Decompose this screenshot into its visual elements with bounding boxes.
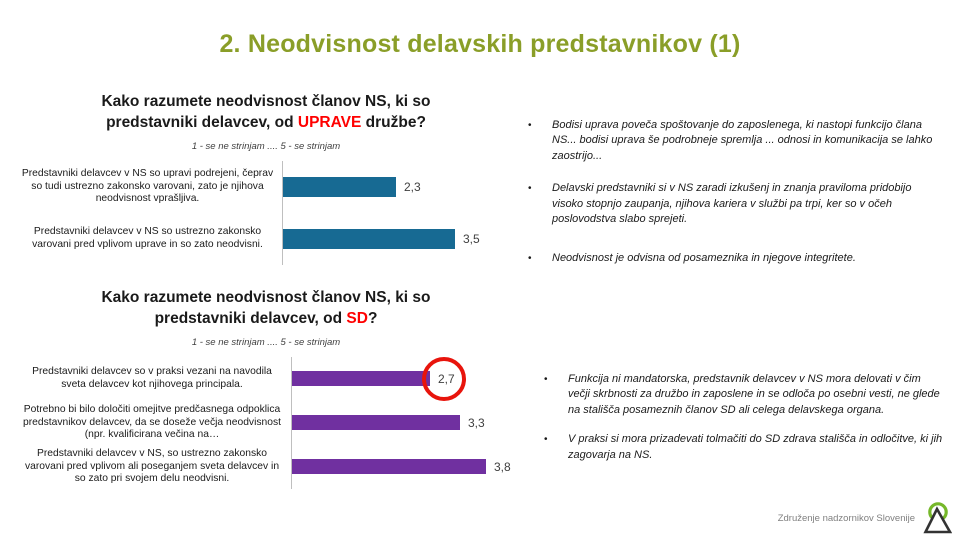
chart-uprave-heading: Kako razumete neodvisnost članov NS, ki …	[20, 92, 512, 134]
footer-org-name: Združenje nadzornikov Slovenije	[777, 512, 915, 524]
bar-row: Predstavniki delavcev v NS so ustrezno z…	[20, 212, 512, 265]
bullet-item: • Delavski predstavniki si v NS zaradi i…	[528, 181, 943, 227]
bar	[283, 228, 455, 249]
chart-sd-scale-note: 1 - se ne strinjam .... 5 - se strinjam	[191, 336, 341, 348]
bar-value-label: 2,3	[404, 179, 421, 194]
bullet-text: Neodvisnost je odvisna od posameznika in…	[552, 252, 856, 265]
bullet-marker: •	[528, 120, 532, 131]
bullet-item: • V praksi si mora prizadevati tolmačiti…	[544, 432, 944, 463]
chart-sd-heading-line1: Kako razumete neodvisnost članov NS, ki …	[101, 289, 431, 306]
category-label: Potrebno bi bilo določiti omejitve predč…	[23, 404, 281, 441]
chart-sd-plot: Predstavniki delavcev so v praksi vezani…	[20, 356, 512, 489]
zns-logo-icon	[923, 502, 952, 534]
category-label: Predstavniki delavcev v NS, so ustrezno …	[24, 448, 280, 485]
bar	[292, 415, 460, 431]
category-label: Predstavniki delavcev v NS so upravi pod…	[21, 168, 274, 205]
bullet-marker: •	[544, 374, 548, 385]
bullet-text: Bodisi uprava poveča spoštovanje do zapo…	[552, 119, 933, 162]
bar-row: Predstavniki delavcev v NS, so ustrezno …	[20, 444, 512, 489]
bullet-item: • Neodvisnost je odvisna od posameznika …	[528, 251, 943, 266]
category-label: Predstavniki delavcev v NS so ustrezno z…	[32, 226, 263, 250]
red-circle-annotation	[422, 356, 466, 401]
chart-uprave: Kako razumete neodvisnost članov NS, ki …	[20, 92, 512, 265]
heading-highlight-sd: SD	[346, 309, 368, 327]
bullet-text: Funkcija ni mandatorska, predstavnik del…	[568, 373, 940, 416]
chart-sd-heading: Kako razumete neodvisnost članov NS, ki …	[20, 288, 512, 330]
commentary-sd: • Funkcija ni mandatorska, predstavnik d…	[544, 372, 944, 477]
bar	[283, 176, 396, 197]
commentary-uprave: • Bodisi uprava poveča spoštovanje do za…	[528, 118, 943, 284]
bullet-text: V praksi si mora prizadevati tolmačiti d…	[568, 433, 943, 461]
bar-value-label: 3,8	[494, 459, 511, 474]
footer: Združenje nadzornikov Slovenije	[778, 501, 952, 535]
bar-row: Predstavniki delavcev v NS so upravi pod…	[20, 160, 512, 213]
bullet-item: • Bodisi uprava poveča spoštovanje do za…	[528, 118, 943, 164]
bullet-item: • Funkcija ni mandatorska, predstavnik d…	[544, 372, 944, 418]
bar-value-label: 3,5	[463, 231, 480, 246]
chart-sd: Kako razumete neodvisnost članov NS, ki …	[20, 288, 512, 489]
bar-row: Potrebno bi bilo določiti omejitve predč…	[20, 400, 512, 445]
bullet-text: Delavski predstavniki si v NS zaradi izk…	[552, 182, 912, 225]
bullet-marker: •	[544, 434, 548, 446]
heading-highlight-uprave: UPRAVE	[297, 113, 362, 131]
chart-uprave-heading-line2: predstavniki delavcev, od UPRAVE družbe?	[106, 113, 426, 131]
chart-uprave-heading-line1: Kako razumete neodvisnost članov NS, ki …	[101, 93, 431, 110]
chart-sd-heading-line2: predstavniki delavcev, od SD?	[154, 309, 378, 327]
bullet-marker: •	[528, 253, 532, 265]
category-label: Predstavniki delavcev so v praksi vezani…	[32, 366, 272, 390]
chart-uprave-scale-note: 1 - se ne strinjam .... 5 - se strinjam	[191, 140, 341, 152]
bar	[292, 459, 486, 475]
bullet-marker: •	[528, 183, 532, 195]
bar-value-label: 3,3	[468, 415, 485, 430]
chart-uprave-plot: Predstavniki delavcev v NS so upravi pod…	[20, 160, 512, 265]
bar	[292, 371, 430, 387]
page-title: 2. Neodvisnost delavskih predstavnikov (…	[219, 30, 741, 58]
bar-row: Predstavniki delavcev so v praksi vezani…	[20, 356, 512, 401]
